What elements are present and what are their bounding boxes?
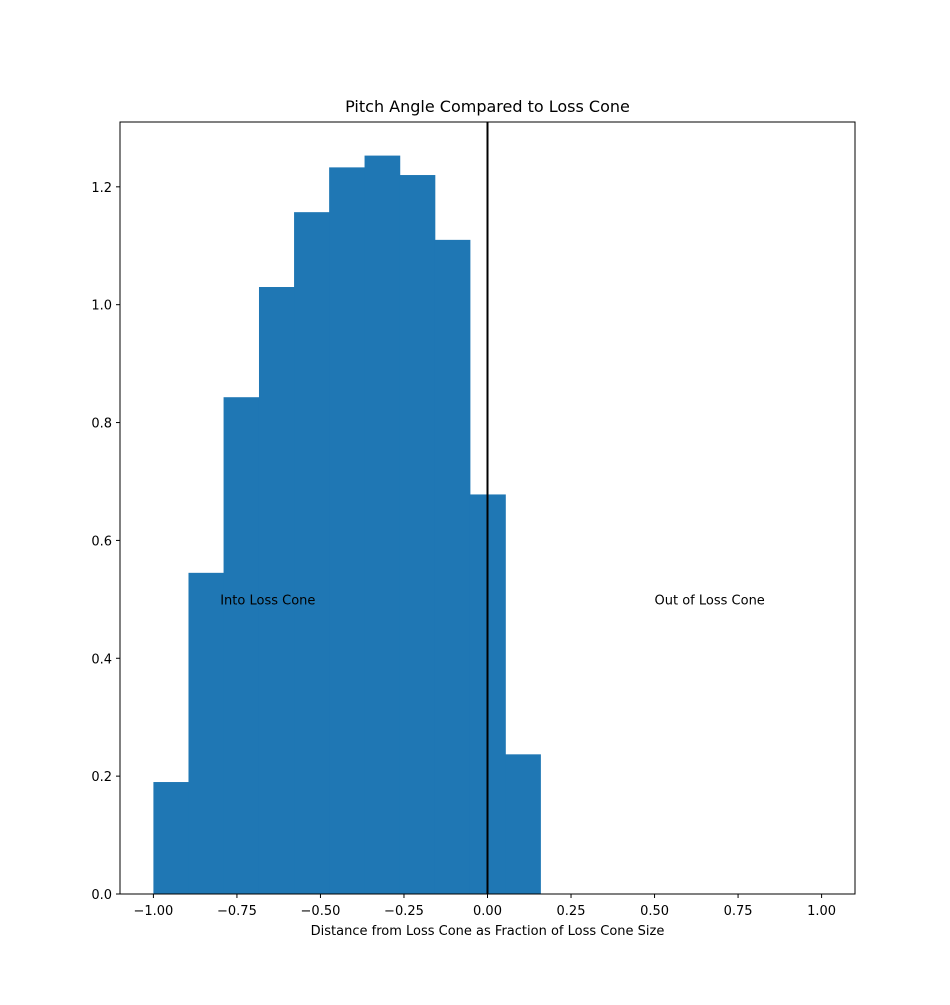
y-tick-label: 0.6 [91,534,112,549]
histogram-bar-0 [153,782,190,894]
y-tick-label: 1.2 [91,181,112,196]
x-tick-label: 0.00 [473,904,502,919]
chart-title: Pitch Angle Compared to Loss Cone [345,97,630,116]
x-tick-label: 0.25 [557,904,586,919]
x-tick-label: −0.75 [217,904,257,919]
histogram-bar-5 [329,167,366,895]
x-tick-label: −1.00 [133,904,173,919]
histogram-bar-1 [188,572,225,894]
y-tick-label: 0.2 [91,770,112,785]
histogram-bar-2 [223,397,260,894]
histogram-bar-6 [364,155,401,895]
histogram-bar-3 [258,287,295,894]
x-tick-label: 1.00 [807,904,836,919]
y-axis-ticks: 0.0 0.2 0.4 0.6 0.8 1.0 1.2 [91,181,120,903]
annotations: Into Loss Cone Out of Loss Cone [220,593,765,608]
histogram-bar-10 [505,754,541,894]
histogram-bar-8 [434,239,471,894]
annotation-0: Into Loss Cone [220,593,315,608]
histogram-bar-4 [294,212,330,894]
x-tick-label: −0.25 [384,904,424,919]
histogram-bars [153,155,541,895]
y-tick-label: 0.0 [91,888,112,903]
annotation-1: Out of Loss Cone [655,593,765,608]
y-tick-label: 0.8 [91,417,112,432]
x-axis-label: Distance from Loss Cone as Fraction of L… [311,924,665,939]
histogram-bar-7 [399,175,436,895]
y-tick-label: 1.0 [91,299,112,314]
y-tick-label: 0.4 [91,652,112,667]
x-axis-ticks: −1.00 −0.75 −0.50 −0.25 0.00 0.25 0.50 0.75 1.00 [133,894,836,919]
x-tick-label: 0.75 [724,904,753,919]
x-tick-label: 0.50 [640,904,669,919]
x-tick-label: −0.50 [301,904,341,919]
